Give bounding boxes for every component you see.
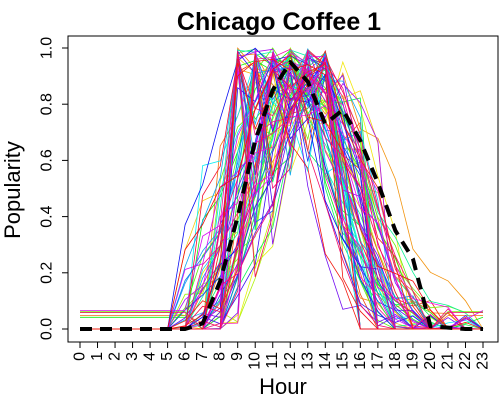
x-tick-label: 6 [177,352,194,361]
location-series-line [80,49,484,330]
location-series-line [80,49,483,330]
summary-layer [80,60,483,331]
x-tick-label: 8 [212,352,229,361]
y-tick-label: 0.2 [39,262,56,284]
x-tick-label: 0 [72,352,89,361]
x-tick-label: 14 [317,352,334,370]
x-tick-label: 18 [387,352,404,370]
y-tick-label: 0.6 [39,149,56,171]
location-series-line [80,48,483,330]
x-tick-label: 7 [194,352,211,361]
x-tick-label: 3 [124,352,141,361]
x-axis-label: Hour [259,374,307,399]
location-series-line [80,48,483,330]
x-tick-label: 13 [299,352,316,370]
y-axis-label: Popularity [0,141,25,239]
x-tick-label: 12 [282,352,299,370]
x-tick-label: 10 [247,352,264,370]
y-tick-label: 1.0 [39,37,56,59]
location-series-line [80,48,483,330]
location-series-line [80,49,483,330]
x-tick-label: 1 [89,352,106,361]
average-series-line [80,60,483,331]
x-tick-label: 15 [334,352,351,370]
x-tick-label: 23 [475,352,492,370]
x-tick-label: 11 [264,352,281,369]
location-series-line [80,48,483,330]
x-tick-label: 2 [107,352,124,361]
series-layer [80,46,484,330]
x-tick-label: 5 [159,352,176,361]
y-tick-label: 0.4 [39,205,56,227]
x-tick-label: 4 [142,352,159,361]
y-tick-label: 0.8 [39,93,56,115]
x-tick-label: 20 [422,352,439,370]
location-series-line [80,48,483,330]
y-axis: 0.0 0.2 0.4 0.6 0.8 1.0 [39,37,69,340]
location-series-line [80,49,483,330]
x-tick-label: 9 [229,352,246,361]
location-series-line [80,49,483,330]
x-tick-label: 16 [352,352,369,370]
x-tick-label: 21 [439,352,456,370]
x-tick-label: 19 [404,352,421,370]
y-tick-label: 0.0 [39,318,56,340]
x-tick-label: 22 [457,352,474,370]
location-series-line [80,49,483,330]
x-tick-label: 17 [369,352,386,370]
x-axis: 0 1 2 3 4 5 6 7 8 9 10 11 12 13 14 15 16 17 18 19 20 21 22 23 [72,341,492,370]
chart-title: Chicago Coffee 1 [177,8,381,36]
